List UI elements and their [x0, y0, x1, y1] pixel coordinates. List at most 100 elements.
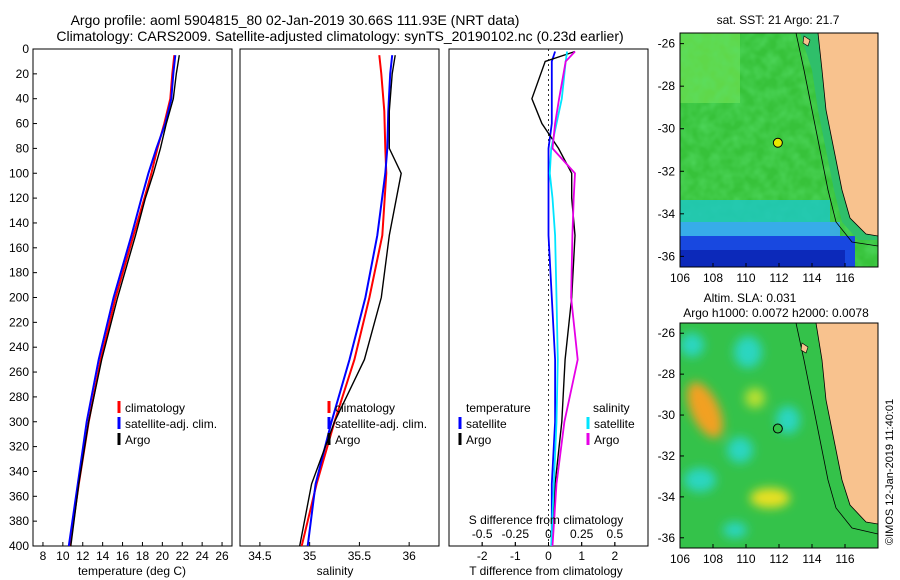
depth-tick-label: 20: [16, 67, 30, 81]
lon-tick-label: 106: [670, 552, 690, 566]
legend-label-argo: Argo: [125, 433, 151, 447]
sst-argo-marker: [772, 137, 783, 148]
s-difference-tick-label: -0.25: [502, 527, 530, 541]
legend-label-s-argo: Argo: [594, 433, 620, 447]
sla-anomalies: [680, 333, 800, 538]
sla-anomaly: [745, 388, 765, 408]
temperature-tick-label: 8: [40, 549, 47, 563]
depth-tick-label: 60: [16, 117, 30, 131]
depth-tick-label: 320: [9, 440, 29, 454]
series-line-s-satellite: [548, 51, 568, 547]
temperature-tick-label: 20: [156, 549, 170, 563]
salinity-tick-label: 36: [402, 549, 416, 563]
t-difference-tick-label: 0: [545, 549, 552, 563]
lat-tick-label: -34: [658, 490, 676, 504]
depth-tick-label: 160: [9, 241, 29, 255]
t-difference-axis-label: T difference from climatology: [469, 564, 623, 578]
lon-tick-label: 112: [769, 552, 788, 566]
temperature-tick-label: 16: [116, 549, 130, 563]
depth-tick-label: 400: [9, 539, 29, 553]
lat-tick-label: -32: [658, 449, 676, 463]
sst-map-ticks: 106 108 110 112 114 116 -26 -28 -30 -32 -34 -36: [658, 37, 855, 285]
series-line-t-argo: [531, 50, 576, 547]
sla-map-panel: Altim. SLA: 0.031 Argo h1000: 0.0072 h20…: [658, 291, 879, 566]
depth-tick-label: 40: [16, 92, 30, 106]
salinity-axis-ticks: 34.5 35 35.5 36: [248, 542, 416, 563]
legend-title-temperature: temperature: [466, 401, 531, 415]
difference-axis-ticks: -2 -1 0 1 2-0.5 -0.25 0 0.25 0.5: [472, 527, 624, 563]
lat-tick-label: -30: [658, 122, 676, 136]
t-difference-tick-label: -2: [477, 549, 488, 563]
depth-tick-label: 180: [9, 266, 29, 280]
temperature-tick-label: 22: [176, 549, 190, 563]
salinity-legend: climatology satellite-adj. clim. Argo: [327, 401, 427, 447]
sst-coastline: [817, 33, 878, 237]
lon-tick-label: 114: [802, 271, 821, 285]
temperature-legend: climatology satellite-adj. clim. Argo: [117, 401, 217, 447]
temperature-panel: 0 20 40 60 80 100 120 140 160 180 200 220 240 260 280 3…: [9, 42, 233, 578]
lat-tick-label: -26: [658, 326, 676, 340]
sla-coastline: [815, 323, 878, 525]
temperature-axis-label: temperature (deg C): [78, 564, 186, 578]
sla-anomaly: [734, 336, 762, 368]
lon-tick-label: 116: [835, 552, 854, 566]
temperature-tick-label: 14: [96, 549, 110, 563]
temperature-tick-label: 26: [215, 549, 229, 563]
sla-anomaly: [684, 468, 716, 492]
temperature-plot-frame: [32, 48, 233, 547]
depth-tick-label: 120: [9, 191, 29, 205]
t-difference-tick-label: 2: [611, 549, 618, 563]
depth-tick-label: 260: [9, 365, 29, 379]
depth-tick-label: 220: [9, 315, 29, 329]
lat-tick-label: -30: [658, 408, 676, 422]
sla-isobath: [795, 323, 878, 535]
lat-tick-label: -34: [658, 207, 676, 221]
lat-tick-label: -28: [658, 79, 676, 93]
sla-anomaly: [687, 382, 723, 438]
lat-tick-label: -36: [658, 531, 676, 545]
legend-title-salinity: salinity: [593, 401, 630, 415]
legend-label-t-argo: Argo: [466, 433, 492, 447]
series-line-s-argo: [551, 50, 579, 547]
salinity-tick-label: 34.5: [248, 549, 272, 563]
lon-tick-label: 114: [802, 552, 821, 566]
series-line-argo: [299, 55, 402, 547]
sla-map-subtitle: Argo h1000: 0.0072 h2000: 0.0078: [683, 306, 869, 320]
salinity-axis-label: salinity: [317, 564, 354, 578]
depth-tick-label: 100: [9, 166, 29, 180]
difference-plot-frame: [448, 48, 649, 547]
sla-anomaly: [680, 333, 704, 357]
series-line-climatology: [68, 55, 176, 547]
salinity-tick-label: 35.5: [348, 549, 372, 563]
difference-legend-salinity: salinity satellite Argo: [586, 401, 635, 447]
lat-tick-label: -36: [658, 249, 676, 263]
lon-tick-label: 106: [670, 271, 690, 285]
s-difference-tick-label: 0.25: [570, 527, 594, 541]
sla-argo-marker: [772, 423, 783, 434]
temperature-tick-label: 10: [56, 549, 70, 563]
sla-map-ticks: 106 108 110 112 114 116 -26 -28 -30 -32 -34 -36: [658, 326, 855, 566]
difference-series: [531, 49, 579, 547]
temperature-axis-ticks: 8 10 12 14 16 18 20 22 24 26: [40, 542, 229, 563]
depth-tick-label: 300: [9, 415, 29, 429]
temperature-tick-label: 24: [195, 549, 209, 563]
sla-anomaly: [723, 522, 747, 538]
temperature-tick-label: 12: [76, 549, 90, 563]
sla-map-title: Altim. SLA: 0.031: [704, 291, 797, 305]
sla-anomaly: [727, 437, 753, 463]
lon-tick-label: 116: [835, 271, 854, 285]
s-difference-axis-label: S difference from climatology: [469, 513, 624, 527]
lat-tick-label: -32: [658, 164, 676, 178]
lon-tick-label: 110: [736, 552, 755, 566]
s-difference-tick-label: 0.5: [606, 527, 623, 541]
series-line-t-satellite: [547, 51, 556, 546]
depth-tick-label: 340: [9, 464, 29, 478]
depth-axis-ticks: 0 20 40 60 80 100 120 140 160 180 200 220 240 260 280 3…: [9, 42, 37, 553]
lon-tick-label: 108: [703, 552, 723, 566]
depth-tick-label: 380: [9, 514, 29, 528]
sla-island: [800, 342, 809, 354]
legend-label-s-satellite: satellite: [594, 417, 635, 431]
depth-tick-label: 280: [9, 390, 29, 404]
depth-tick-label: 0: [22, 42, 29, 56]
